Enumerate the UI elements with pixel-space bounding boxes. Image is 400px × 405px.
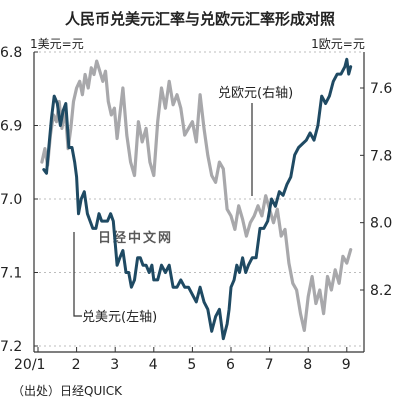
x-tick-label: 20/1 (14, 357, 45, 373)
x-tick-label: 2 (72, 357, 81, 373)
series-line-eur (40, 59, 353, 332)
source-note: （出处）日经QUICK (12, 384, 123, 398)
right-tick-label: 8.2 (370, 283, 392, 299)
left-tick-label: 6.9 (0, 119, 22, 135)
left-axis-unit-label: 1美元=元 (30, 37, 84, 51)
grid-lines (34, 51, 364, 347)
left-tick-label: 7.2 (0, 339, 22, 355)
series-line-usd (42, 57, 353, 341)
x-tick-label: 9 (342, 357, 351, 373)
right-tick-label: 7.8 (370, 148, 392, 164)
annotation-usd-label: 兑美元(左轴) (82, 310, 157, 325)
axes (33, 51, 365, 353)
x-tick-label: 7 (265, 357, 274, 373)
left-tick-label: 7.1 (0, 266, 22, 282)
left-tick-label: 6.8 (0, 45, 22, 61)
x-tick-label: 6 (226, 357, 235, 373)
right-tick-label: 8.0 (370, 216, 392, 232)
x-tick-label: 5 (187, 357, 196, 373)
chart-title: 人民币兑美元汇率与兑欧元汇率形成对照 (65, 10, 335, 28)
right-axis-unit-label: 1欧元=元 (311, 37, 365, 51)
right-tick-label: 7.6 (370, 81, 392, 97)
tick-labels: 6.8 6.9 7.0 7.1 7.2 7.6 7.8 8.0 8.2 20/1 2 3 4 5 6 7 8 9 (0, 45, 392, 373)
annotation-eur-label: 兑欧元(右轴) (218, 86, 293, 101)
annotation-usd-pointer (73, 232, 82, 317)
series-lines (40, 57, 353, 341)
x-tick-label: 8 (303, 357, 312, 373)
annotations: 兑欧元(右轴) 兑美元(左轴) (73, 86, 293, 325)
x-tick-label: 3 (110, 357, 119, 373)
x-tick-label: 4 (149, 357, 158, 373)
left-tick-label: 7.0 (0, 192, 22, 208)
watermark-text: 日经中文网 (98, 230, 173, 246)
